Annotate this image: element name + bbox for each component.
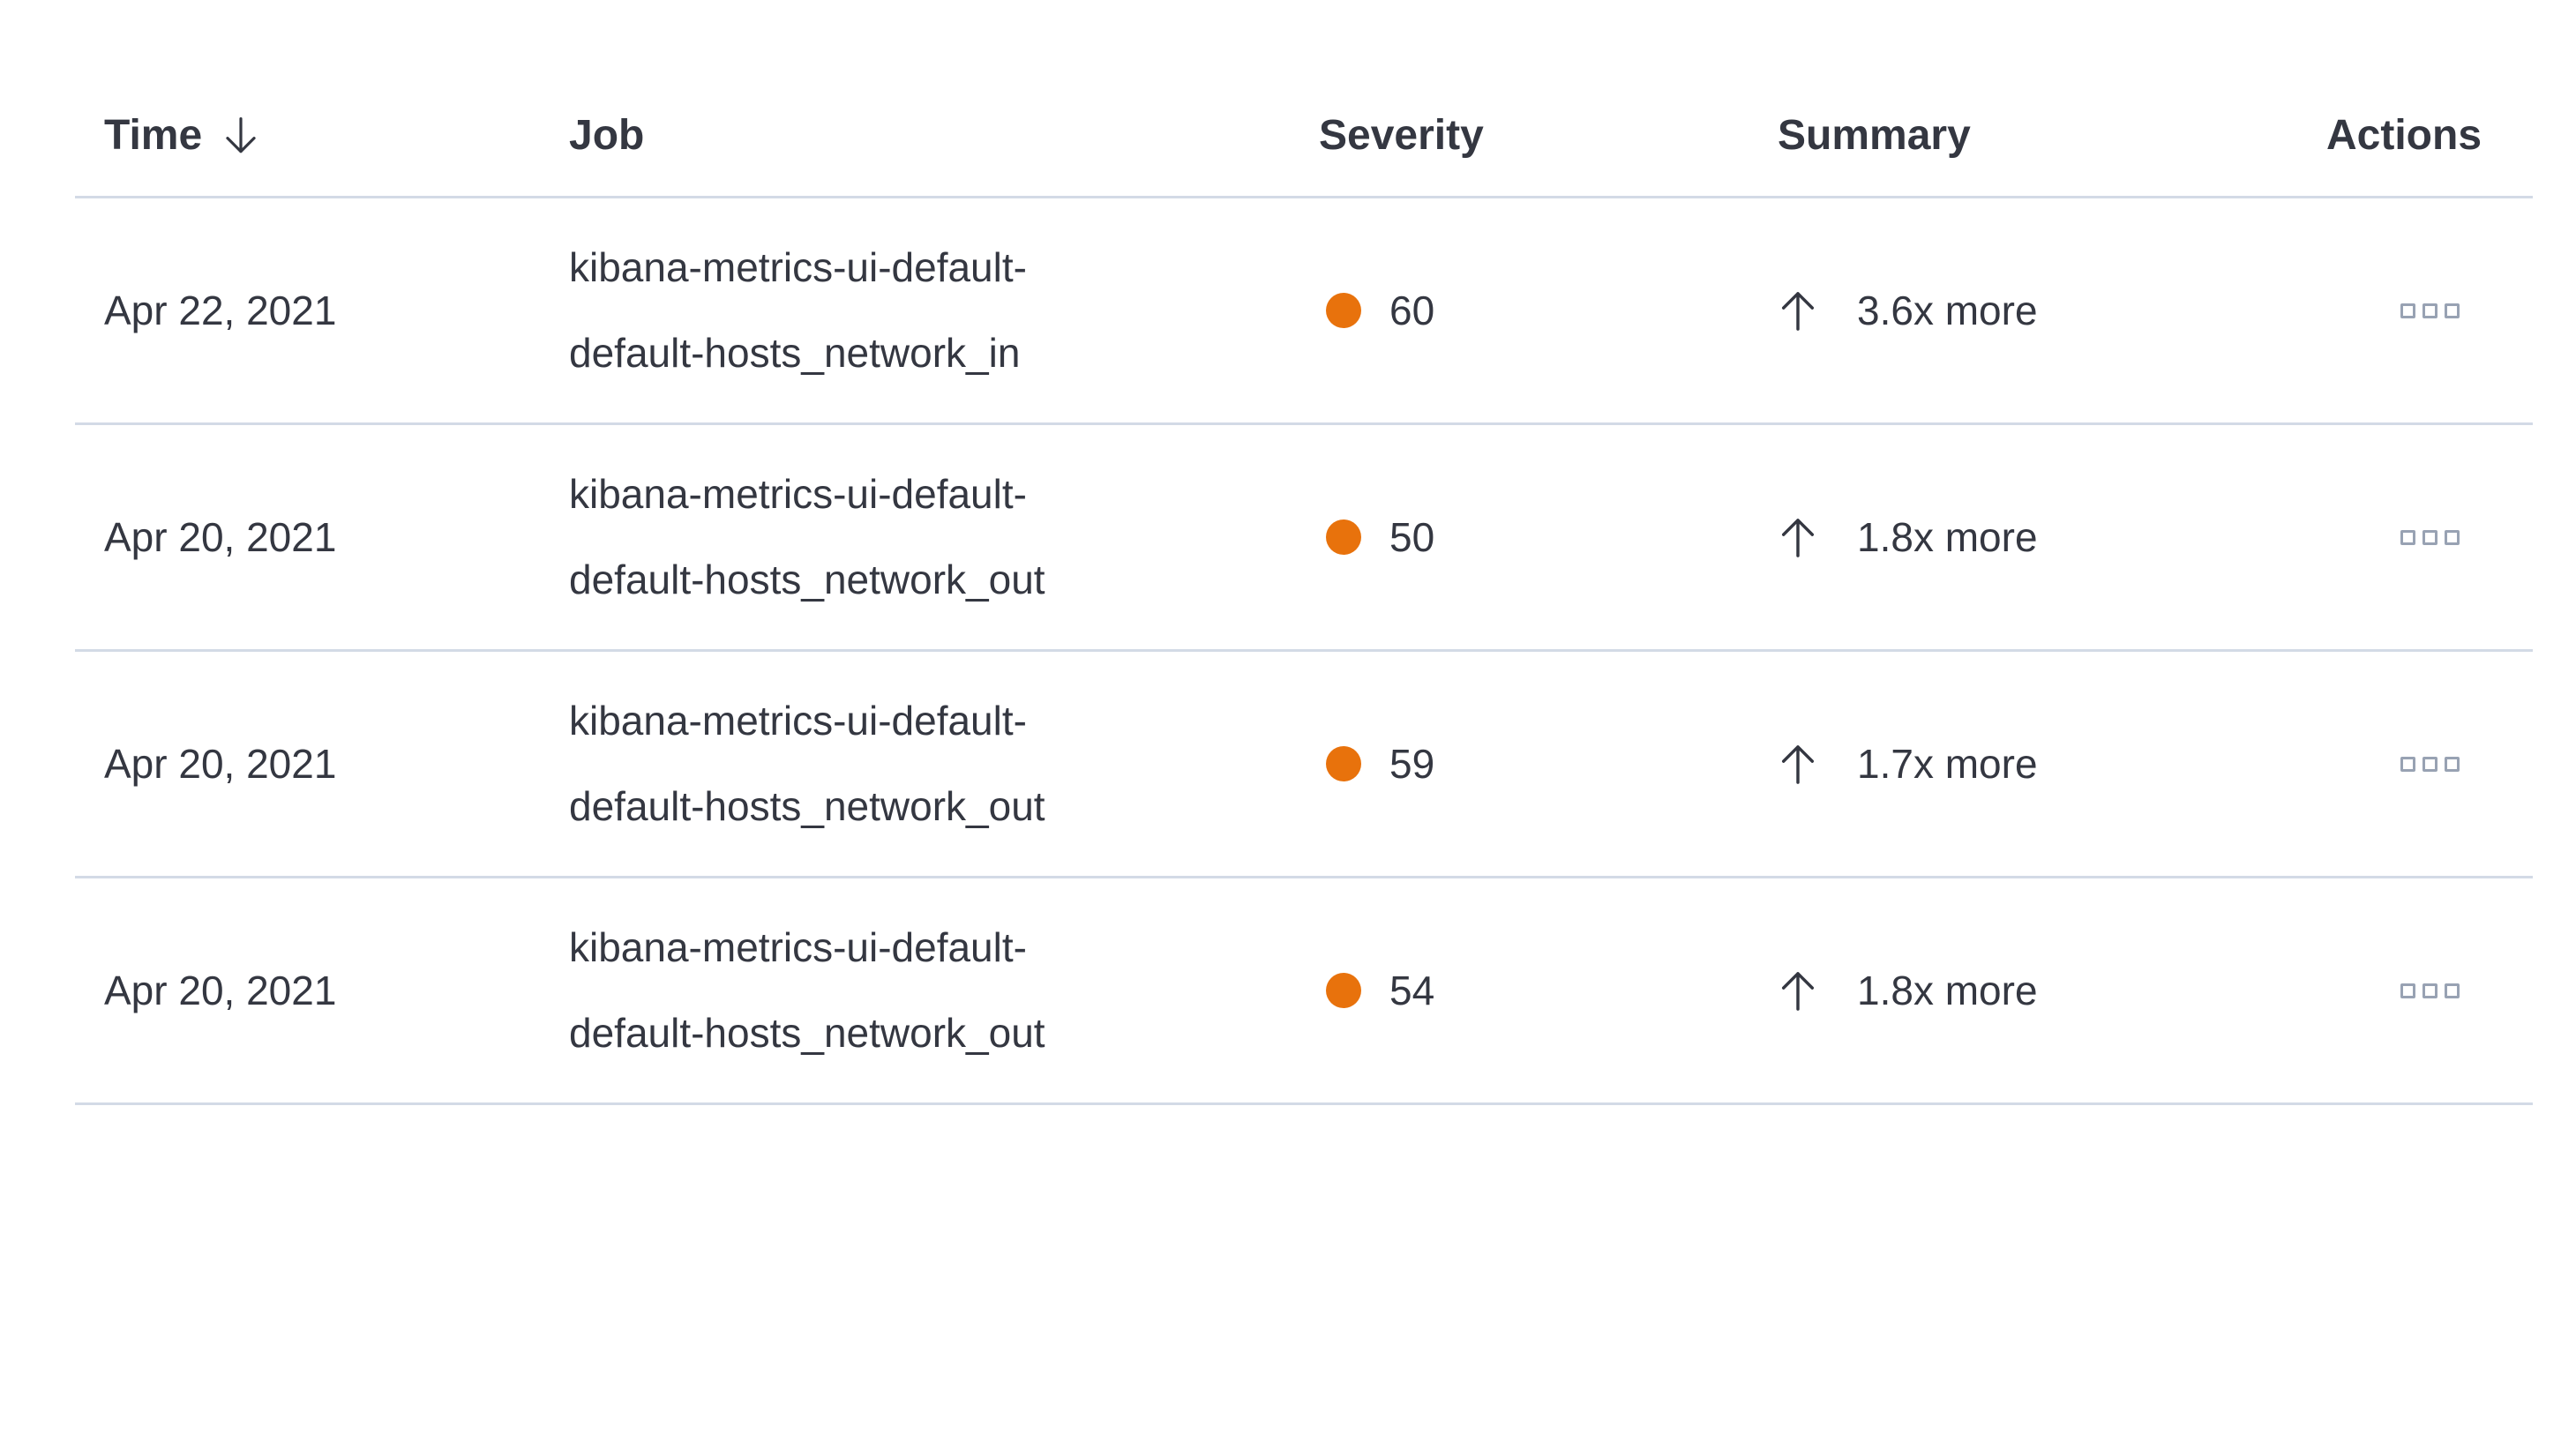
- arrow-up-icon: [1781, 972, 1815, 1011]
- column-header-time[interactable]: Time: [75, 111, 569, 160]
- job-cell: kibana-metrics-ui-default- default-hosts…: [569, 452, 1319, 623]
- arrow-up-icon: [1781, 745, 1815, 784]
- column-header-time-label: Time: [104, 112, 203, 159]
- severity-dot-icon: [1326, 973, 1361, 1008]
- job-name-line2: default-hosts_network_out: [569, 1010, 1045, 1056]
- job-cell: kibana-metrics-ui-default- default-hosts…: [569, 678, 1319, 849]
- severity-dot-icon: [1326, 293, 1361, 328]
- job-cell: kibana-metrics-ui-default- default-hosts…: [569, 905, 1319, 1076]
- summary-text: 1.8x more: [1857, 968, 2038, 1013]
- summary-text: 3.6x more: [1857, 288, 2038, 333]
- boxes-horizontal-icon: [2400, 529, 2415, 545]
- column-header-severity: Severity: [1319, 112, 1484, 159]
- actions-cell: [2326, 521, 2533, 554]
- time-cell: Apr 20, 2021: [104, 514, 337, 560]
- boxes-horizontal-icon: [2444, 983, 2460, 998]
- severity-dot-icon: [1326, 746, 1361, 781]
- table-row: Apr 22, 2021 kibana-metrics-ui-default- …: [75, 198, 2533, 425]
- severity-cell: 60: [1319, 287, 1778, 334]
- job-name-line2: default-hosts_network_in: [569, 330, 1021, 376]
- boxes-horizontal-icon: [2400, 756, 2415, 772]
- summary-text: 1.8x more: [1857, 514, 2038, 560]
- row-actions-button[interactable]: [2392, 748, 2468, 781]
- summary-cell: 1.7x more: [1778, 740, 2326, 788]
- row-actions-button[interactable]: [2392, 521, 2468, 554]
- severity-dot-icon: [1326, 519, 1361, 555]
- severity-score: 59: [1389, 741, 1435, 787]
- job-name-line1: kibana-metrics-ui-default-: [569, 924, 1027, 970]
- column-header-summary: Summary: [1778, 112, 1971, 159]
- time-cell: Apr 22, 2021: [104, 288, 337, 333]
- job-name-line2: default-hosts_network_out: [569, 783, 1045, 829]
- actions-cell: [2326, 295, 2533, 327]
- job-name-line1: kibana-metrics-ui-default-: [569, 244, 1027, 290]
- boxes-horizontal-icon: [2422, 529, 2437, 545]
- job-name-line2: default-hosts_network_out: [569, 557, 1045, 602]
- summary-cell: 3.6x more: [1778, 287, 2326, 334]
- arrow-up-icon: [1781, 519, 1815, 557]
- severity-cell: 50: [1319, 513, 1778, 561]
- boxes-horizontal-icon: [2422, 983, 2437, 998]
- severity-score: 60: [1389, 288, 1435, 333]
- job-name-line1: kibana-metrics-ui-default-: [569, 698, 1027, 744]
- boxes-horizontal-icon: [2444, 529, 2460, 545]
- time-cell: Apr 20, 2021: [104, 741, 337, 787]
- arrow-up-icon: [1781, 292, 1815, 331]
- severity-cell: 59: [1319, 740, 1778, 788]
- table-header-row: Time Job Severity Summary Actions: [75, 75, 2533, 198]
- row-actions-button[interactable]: [2392, 975, 2468, 1007]
- table-row: Apr 20, 2021 kibana-metrics-ui-default- …: [75, 425, 2533, 652]
- boxes-horizontal-icon: [2400, 303, 2415, 318]
- job-name-line1: kibana-metrics-ui-default-: [569, 471, 1027, 517]
- summary-text: 1.7x more: [1857, 741, 2038, 787]
- column-header-actions: Actions: [2326, 112, 2482, 159]
- boxes-horizontal-icon: [2444, 756, 2460, 772]
- anomalies-table: Time Job Severity Summary Actions Apr 22…: [75, 75, 2533, 1105]
- boxes-horizontal-icon: [2444, 303, 2460, 318]
- boxes-horizontal-icon: [2400, 983, 2415, 998]
- actions-cell: [2326, 748, 2533, 781]
- severity-cell: 54: [1319, 967, 1778, 1014]
- actions-cell: [2326, 975, 2533, 1007]
- sort-descending-arrow-down-icon: [226, 116, 256, 153]
- job-cell: kibana-metrics-ui-default- default-hosts…: [569, 225, 1319, 396]
- boxes-horizontal-icon: [2422, 756, 2437, 772]
- table-row: Apr 20, 2021 kibana-metrics-ui-default- …: [75, 878, 2533, 1105]
- severity-score: 54: [1389, 968, 1435, 1013]
- time-cell: Apr 20, 2021: [104, 968, 337, 1013]
- summary-cell: 1.8x more: [1778, 967, 2326, 1014]
- summary-cell: 1.8x more: [1778, 513, 2326, 561]
- severity-score: 50: [1389, 514, 1435, 560]
- column-header-job: Job: [569, 112, 645, 159]
- table-row: Apr 20, 2021 kibana-metrics-ui-default- …: [75, 652, 2533, 878]
- boxes-horizontal-icon: [2422, 303, 2437, 318]
- row-actions-button[interactable]: [2392, 295, 2468, 327]
